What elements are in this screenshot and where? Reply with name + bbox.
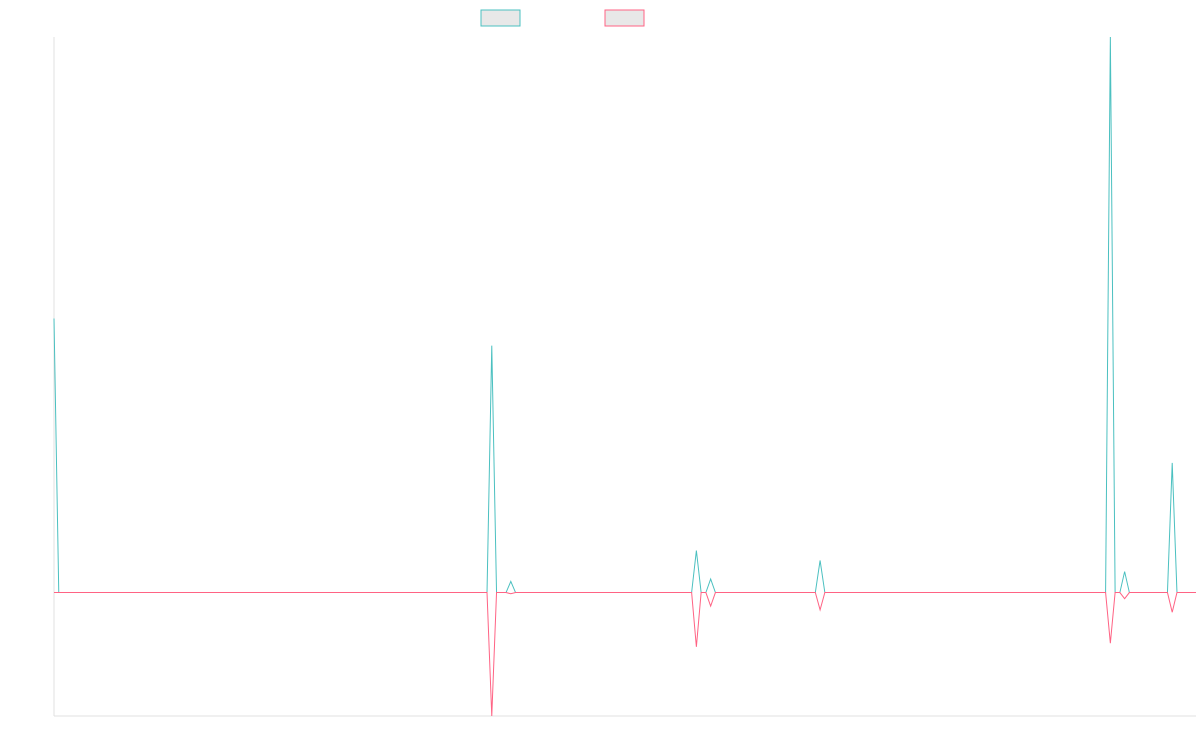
axes — [53, 37, 1196, 717]
series-line-1 — [53, 36, 1196, 594]
series-lines — [53, 36, 1196, 717]
series-line-2 — [54, 592, 1196, 717]
legend-swatch-2[interactable] — [604, 9, 645, 27]
legend-swatch-1[interactable] — [480, 9, 521, 27]
legend — [480, 9, 645, 27]
